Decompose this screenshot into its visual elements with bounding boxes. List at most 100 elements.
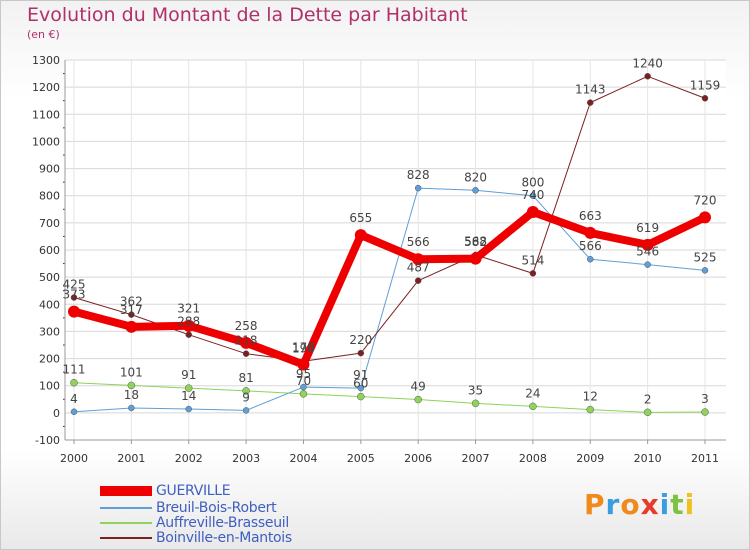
data-point-auffreville-brasseuil bbox=[184, 384, 193, 392]
data-label-guerville: 566 bbox=[407, 235, 430, 249]
data-point-breuil-bois-robert bbox=[414, 184, 422, 192]
data-point-breuil-bois-robert bbox=[300, 383, 307, 391]
data-point-auffreville-brasseuil bbox=[414, 395, 422, 404]
logo-letter: t bbox=[670, 488, 685, 521]
legend-swatch-breuil-bois-robert bbox=[100, 507, 152, 509]
y-tick-label: 300 bbox=[39, 325, 60, 338]
data-point-auffreville-brasseuil bbox=[529, 402, 537, 411]
data-point-boinville-en-mantois bbox=[242, 350, 250, 357]
data-label-auffreville-brasseuil: 24 bbox=[525, 386, 540, 400]
x-tick-label: 2003 bbox=[232, 452, 260, 465]
data-label-guerville: 655 bbox=[349, 211, 372, 225]
x-tick-label: 2000 bbox=[60, 452, 88, 465]
x-tick-label: 2011 bbox=[691, 452, 719, 465]
data-point-boinville-en-mantois bbox=[587, 99, 594, 106]
data-point-guerville bbox=[182, 319, 195, 332]
y-tick-label: 500 bbox=[39, 271, 60, 284]
series-line-boinville-en-mantois bbox=[73, 75, 706, 362]
legend-label: GUERVILLE bbox=[156, 483, 231, 499]
logo-letter: o bbox=[620, 488, 641, 521]
data-point-breuil-bois-robert bbox=[70, 408, 78, 416]
data-label-auffreville-brasseuil: 70 bbox=[296, 374, 311, 388]
data-label-breuil-bois-robert: 546 bbox=[636, 245, 659, 259]
data-point-boinville-en-mantois bbox=[414, 277, 422, 284]
logo-letter: i bbox=[659, 488, 671, 521]
y-tick-label: 100 bbox=[39, 380, 60, 393]
data-label-guerville: 373 bbox=[63, 288, 86, 302]
legend-label: Breuil-Bois-Robert bbox=[156, 500, 277, 516]
data-point-breuil-bois-robert bbox=[529, 192, 537, 199]
logo-letter: r bbox=[605, 488, 621, 521]
data-label-boinville-en-mantois: 218 bbox=[235, 334, 258, 348]
data-point-guerville bbox=[297, 358, 310, 371]
x-tick-label: 2009 bbox=[576, 452, 604, 465]
y-tick-label: 1100 bbox=[32, 108, 60, 121]
data-point-breuil-bois-robert bbox=[701, 267, 709, 274]
data-point-breuil-bois-robert bbox=[242, 407, 250, 414]
data-label-guerville: 321 bbox=[177, 302, 200, 316]
data-label-boinville-en-mantois: 487 bbox=[407, 261, 430, 275]
data-label-guerville: 317 bbox=[120, 303, 143, 317]
data-label-breuil-bois-robert: 820 bbox=[464, 170, 487, 184]
data-point-guerville bbox=[469, 252, 482, 265]
data-point-guerville bbox=[699, 211, 711, 224]
data-label-boinville-en-mantois: 190 bbox=[292, 341, 315, 355]
x-tick-label: 2001 bbox=[117, 452, 145, 465]
data-point-guerville bbox=[584, 226, 597, 239]
data-point-guerville bbox=[641, 238, 654, 251]
data-point-breuil-bois-robert bbox=[357, 384, 365, 392]
data-label-guerville: 619 bbox=[636, 221, 659, 235]
data-point-guerville bbox=[68, 305, 80, 318]
data-point-guerville bbox=[240, 336, 253, 349]
data-label-boinville-en-mantois: 514 bbox=[521, 253, 544, 267]
data-point-breuil-bois-robert bbox=[128, 404, 135, 412]
data-label-guerville: 258 bbox=[235, 319, 258, 333]
x-tick-label: 2004 bbox=[289, 452, 317, 465]
data-point-auffreville-brasseuil bbox=[471, 399, 480, 408]
logo-letter: i bbox=[684, 488, 696, 521]
data-label-breuil-bois-robert: 95 bbox=[296, 367, 311, 381]
data-label-breuil-bois-robert: 4 bbox=[70, 392, 78, 406]
data-label-breuil-bois-robert: 828 bbox=[407, 168, 430, 182]
data-point-guerville bbox=[354, 229, 367, 242]
legend-swatch-guerville bbox=[100, 486, 152, 496]
data-label-boinville-en-mantois: 425 bbox=[63, 278, 86, 292]
y-tick-label: 1200 bbox=[32, 81, 60, 94]
chart-subtitle: (en €) bbox=[27, 28, 60, 41]
data-label-breuil-bois-robert: 566 bbox=[579, 239, 602, 253]
data-point-boinville-en-mantois bbox=[185, 331, 192, 338]
data-label-auffreville-brasseuil: 60 bbox=[353, 377, 368, 391]
data-label-guerville: 740 bbox=[521, 188, 544, 202]
data-label-auffreville-brasseuil: 101 bbox=[120, 365, 143, 379]
data-point-auffreville-brasseuil bbox=[127, 381, 136, 390]
legend-item-guerville: GUERVILLE bbox=[100, 483, 231, 499]
data-point-auffreville-brasseuil bbox=[357, 392, 365, 401]
legend-label: Auffreville-Brasseuil bbox=[156, 515, 289, 531]
y-tick-label: 600 bbox=[39, 244, 60, 257]
x-tick-label: 2010 bbox=[634, 452, 662, 465]
data-point-guerville bbox=[412, 253, 425, 266]
data-point-breuil-bois-robert bbox=[587, 255, 594, 263]
data-label-boinville-en-mantois: 1240 bbox=[632, 56, 663, 70]
data-label-guerville: 568 bbox=[464, 235, 487, 249]
data-point-breuil-bois-robert bbox=[644, 261, 651, 268]
data-point-boinville-en-mantois bbox=[357, 349, 365, 357]
chart-title: Evolution du Montant de la Dette par Hab… bbox=[27, 4, 468, 26]
data-point-guerville bbox=[125, 320, 138, 333]
data-point-breuil-bois-robert bbox=[185, 405, 192, 413]
y-tick-label: 700 bbox=[39, 217, 60, 230]
series-line-guerville bbox=[70, 208, 709, 369]
data-point-auffreville-brasseuil bbox=[299, 390, 308, 398]
data-label-boinville-en-mantois: 1143 bbox=[575, 83, 606, 97]
proxiti-logo: Proxiti bbox=[584, 488, 695, 521]
x-tick-label: 2002 bbox=[175, 452, 203, 465]
data-label-breuil-bois-robert: 800 bbox=[521, 176, 544, 190]
x-tick-label: 2006 bbox=[404, 452, 432, 465]
data-label-auffreville-brasseuil: 12 bbox=[583, 390, 598, 404]
y-tick-label: 400 bbox=[39, 298, 60, 311]
data-label-breuil-bois-robert: 18 bbox=[124, 388, 139, 402]
data-label-breuil-bois-robert: 525 bbox=[694, 250, 717, 264]
data-label-auffreville-brasseuil: 35 bbox=[468, 383, 483, 397]
data-label-auffreville-brasseuil: 111 bbox=[63, 363, 86, 377]
data-label-auffreville-brasseuil: 81 bbox=[238, 371, 253, 385]
